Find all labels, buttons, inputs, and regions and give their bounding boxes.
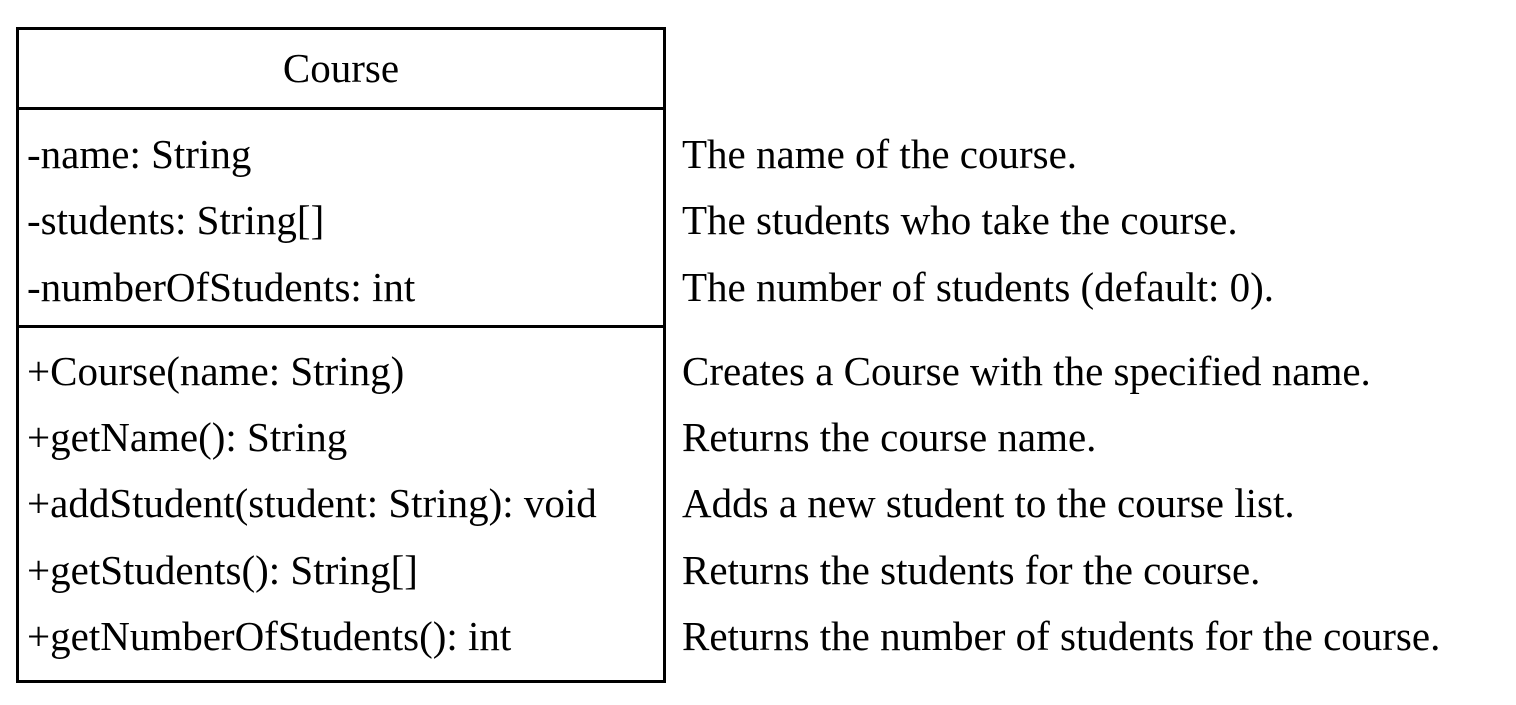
- description-add-student: Adds a new student to the course list.: [682, 480, 1295, 526]
- attribute-number-of-students: -numberOfStudents: int: [27, 264, 416, 310]
- description-students: The students who take the course.: [682, 197, 1238, 243]
- description-get-students: Returns the students for the course.: [682, 547, 1261, 593]
- class-name-compartment: Course: [19, 30, 663, 110]
- description-constructor: Creates a Course with the specified name…: [682, 348, 1371, 394]
- class-name: Course: [282, 45, 400, 91]
- attribute-name: -name: String: [27, 131, 252, 177]
- uml-class-box: Course -name: String -students: String[]…: [16, 27, 666, 683]
- attributes-compartment: [19, 110, 663, 328]
- attribute-students: -students: String[]: [27, 197, 325, 243]
- description-get-number-of-students: Returns the number of students for the c…: [682, 613, 1441, 659]
- description-number-of-students: The number of students (default: 0).: [682, 264, 1275, 310]
- description-get-name: Returns the course name.: [682, 414, 1097, 460]
- method-constructor: +Course(name: String): [27, 348, 405, 394]
- method-get-number-of-students: +getNumberOfStudents(): int: [27, 613, 512, 659]
- method-get-name: +getName(): String: [27, 414, 348, 460]
- description-name: The name of the course.: [682, 131, 1078, 177]
- method-get-students: +getStudents(): String[]: [27, 547, 418, 593]
- method-add-student: +addStudent(student: String): void: [27, 480, 597, 526]
